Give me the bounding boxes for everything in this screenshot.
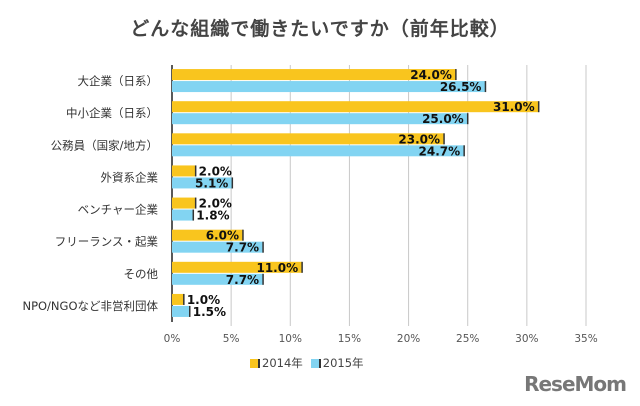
legend: 2014年 2015年	[250, 355, 364, 371]
category-label: ベンチャー企業	[78, 203, 159, 217]
category-label: 外資系企業	[101, 170, 159, 184]
bar-2014年	[172, 69, 456, 81]
x-tick-label: 35%	[574, 333, 597, 345]
legend-label-2015: 2015年	[322, 356, 364, 370]
bar-2014年	[172, 197, 196, 209]
data-label: 11.0%	[256, 261, 298, 275]
bar-2014年	[172, 101, 539, 113]
bar-2015年	[172, 113, 468, 125]
bar-2014年	[172, 261, 303, 273]
legend-swatch-2015	[310, 359, 321, 368]
data-label: 6.0%	[206, 229, 239, 243]
legend-label-2014: 2014年	[262, 356, 303, 370]
data-label: 24.7%	[419, 144, 461, 158]
category-label: フリーランス・起業	[55, 235, 159, 249]
category-label: 大企業（日系）	[78, 74, 159, 88]
data-label: 7.7%	[226, 241, 259, 255]
bar-2014年	[172, 165, 196, 177]
x-tick-label: 0%	[164, 333, 181, 345]
bar-2015年	[172, 273, 264, 285]
bar-2014年	[172, 133, 445, 145]
bar-2014年	[172, 229, 243, 241]
bar-2015年	[172, 145, 465, 157]
x-tick-label: 25%	[456, 333, 479, 345]
category-label: その他	[124, 267, 159, 281]
data-label: 25.0%	[422, 112, 464, 126]
data-label: 26.5%	[440, 80, 482, 94]
bar-2015年	[172, 81, 486, 93]
legend-item-2014: 2014年	[250, 355, 303, 371]
x-tick-label: 30%	[515, 333, 538, 345]
bar-2014年	[172, 293, 184, 305]
x-tick-label: 5%	[223, 333, 240, 345]
category-label: 公務員（国家/地方）	[51, 138, 158, 152]
x-tick-label: 20%	[397, 333, 420, 345]
data-label: 1.8%	[196, 209, 229, 223]
category-label: 中小企業（日系）	[66, 106, 158, 120]
resemom-logo: ReseMom	[524, 372, 627, 396]
bar-2015年	[172, 305, 190, 317]
x-tick-label: 15%	[338, 333, 361, 345]
data-label: 2.0%	[199, 197, 232, 211]
data-label: 2.0%	[199, 164, 232, 178]
bar-2015年	[172, 241, 264, 253]
bar-2015年	[172, 177, 233, 189]
data-label: 23.0%	[398, 132, 440, 146]
data-label: 1.5%	[193, 305, 226, 319]
category-label: NPO/NGOなど非営利団体	[22, 299, 158, 313]
data-label: 7.7%	[226, 273, 259, 287]
legend-item-2015: 2015年	[310, 355, 364, 371]
bar-2015年	[172, 209, 194, 221]
data-label: 5.1%	[195, 176, 228, 190]
data-label: 24.0%	[410, 68, 452, 82]
data-label: 1.0%	[187, 293, 220, 307]
x-tick-label: 10%	[279, 333, 302, 345]
data-label: 31.0%	[493, 100, 535, 114]
chart-title: どんな組織で働きたいですか（前年比較）	[130, 18, 510, 40]
legend-swatch-2014	[250, 359, 260, 368]
